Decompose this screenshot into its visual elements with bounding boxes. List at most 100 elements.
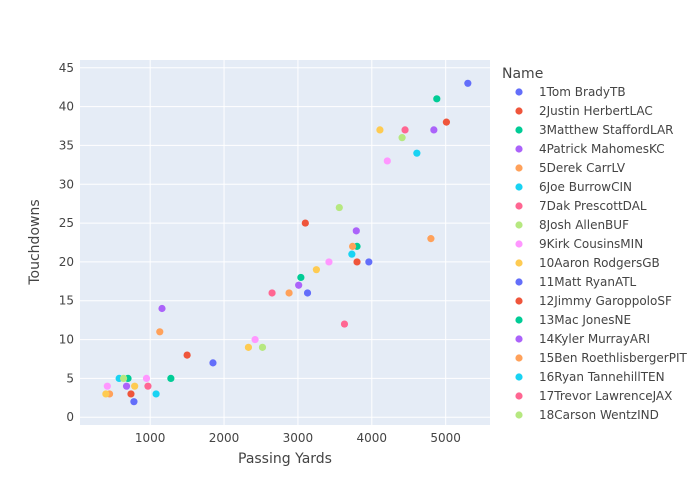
y-axis-title: Touchdowns: [27, 199, 43, 285]
legend-marker: [515, 259, 523, 267]
scatter-point[interactable]: [130, 398, 138, 406]
legend-item-label: 13Mac JonesNE: [539, 313, 631, 327]
legend-item-label: 12Jimmy GaroppoloSF: [539, 294, 672, 308]
legend-marker: [515, 107, 523, 115]
scatter-point[interactable]: [103, 382, 111, 390]
scatter-point[interactable]: [353, 258, 361, 266]
plot-background: [80, 60, 490, 425]
y-tick-label: 35: [59, 138, 74, 152]
scatter-point[interactable]: [127, 390, 135, 398]
scatter-point[interactable]: [142, 374, 151, 383]
scatter-point[interactable]: [335, 203, 343, 212]
scatter-point[interactable]: [156, 328, 164, 336]
x-tick-label: 5000: [430, 431, 461, 445]
scatter-point[interactable]: [427, 235, 435, 243]
legend-item-label: 15Ben RoethlisbergerPIT: [539, 351, 687, 365]
data-points[interactable]: [102, 79, 472, 406]
scatter-point[interactable]: [376, 126, 384, 134]
legend-item-label: 1Tom BradyTB: [539, 85, 626, 99]
scatter-point[interactable]: [413, 149, 421, 157]
scatter-point[interactable]: [285, 289, 293, 297]
legend-marker: [515, 183, 523, 191]
scatter-point[interactable]: [258, 343, 267, 351]
legend-marker: [515, 278, 523, 286]
legend-item-label: 10Aaron RodgersGB: [539, 256, 660, 270]
legend-item-label: 9Kirk CousinsMIN: [539, 237, 643, 251]
scatter-point[interactable]: [464, 79, 472, 87]
gridlines: [80, 60, 490, 425]
legend-marker: [515, 240, 523, 248]
scatter-point[interactable]: [209, 359, 217, 367]
scatter-point[interactable]: [152, 390, 160, 398]
scatter-point[interactable]: [401, 126, 409, 134]
scatter-point[interactable]: [167, 374, 175, 383]
scatter-point[interactable]: [183, 351, 191, 359]
y-tick-label: 40: [59, 100, 74, 114]
scatter-point[interactable]: [430, 126, 438, 134]
scatter-point[interactable]: [251, 335, 259, 344]
legend-marker: [515, 297, 523, 305]
scatter-point[interactable]: [119, 374, 128, 383]
scatter-point[interactable]: [312, 266, 320, 274]
x-tick-label: 1000: [135, 431, 166, 445]
scatter-point[interactable]: [295, 281, 303, 289]
legend-title: Name: [502, 66, 543, 82]
y-tick-label: 15: [59, 294, 74, 308]
legend-marker: [515, 202, 523, 210]
scatter-point[interactable]: [131, 382, 139, 390]
legend-item-label: 14Kyler MurrayARI: [539, 332, 650, 346]
scatter-point[interactable]: [244, 343, 253, 351]
legend-marker: [515, 316, 523, 324]
legend-item-label: 2Justin HerbertLAC: [539, 104, 653, 118]
x-tick-labels: 1000 2000 3000 4000 5000: [135, 431, 461, 445]
legend-marker: [515, 164, 523, 172]
legend-marker: [515, 88, 523, 96]
scatter-point[interactable]: [398, 134, 406, 142]
scatter-point[interactable]: [102, 390, 110, 398]
scatter-point[interactable]: [144, 382, 152, 390]
legend-marker: [515, 411, 523, 419]
x-tick-label: 4000: [357, 431, 388, 445]
legend-item-label: 18Carson WentzIND: [539, 408, 659, 422]
scatter-point[interactable]: [325, 258, 333, 266]
x-tick-label: 2000: [209, 431, 240, 445]
legend-item-label: 3Matthew StaffordLAR: [539, 123, 674, 137]
y-tick-label: 0: [66, 410, 74, 424]
legend-item-label: 7Dak PrescottDAL: [539, 199, 647, 213]
scatter-point[interactable]: [297, 273, 305, 282]
legend-item-label: 17Trevor LawrenceJAX: [539, 389, 672, 403]
legend-marker: [515, 373, 523, 381]
y-tick-label: 10: [59, 333, 74, 347]
y-tick-labels: 0 5 10 15 20 25 30 35 40 45: [59, 61, 74, 424]
y-tick-label: 25: [59, 216, 74, 230]
scatter-point[interactable]: [158, 304, 166, 313]
scatter-point[interactable]: [383, 157, 391, 165]
legend-item-label: 11Matt RyanATL: [539, 275, 637, 289]
scatter-point[interactable]: [303, 289, 312, 297]
x-axis-title: Passing Yards: [238, 451, 332, 467]
legend: 1Tom BradyTB 2Justin HerbertLAC 3Matthew S…: [515, 85, 687, 422]
scatter-point[interactable]: [365, 258, 373, 266]
scatter-point[interactable]: [433, 95, 441, 103]
scatter-point[interactable]: [442, 118, 451, 126]
legend-item-label: 4Patrick MahomesKC: [539, 142, 665, 156]
legend-marker: [515, 335, 523, 343]
scatter-point[interactable]: [122, 382, 131, 390]
y-tick-label: 30: [59, 177, 74, 191]
x-tick-label: 3000: [283, 431, 314, 445]
scatter-point[interactable]: [352, 227, 360, 235]
scatter-point[interactable]: [301, 219, 309, 227]
legend-item-label: 16Ryan TannehillTEN: [539, 370, 665, 384]
scatter-point[interactable]: [348, 242, 357, 250]
y-tick-label: 45: [59, 61, 74, 75]
scatter-point[interactable]: [348, 250, 356, 258]
legend-marker: [515, 354, 523, 362]
scatter-point[interactable]: [268, 289, 276, 297]
legend-marker: [515, 221, 523, 229]
legend-item-label: 6Joe BurrowCIN: [539, 180, 632, 194]
scatter-point[interactable]: [340, 320, 349, 328]
y-tick-label: 5: [66, 371, 74, 385]
legend-item-label: 8Josh AllenBUF: [539, 218, 629, 232]
legend-item-label: 5Derek CarrLV: [539, 161, 626, 175]
